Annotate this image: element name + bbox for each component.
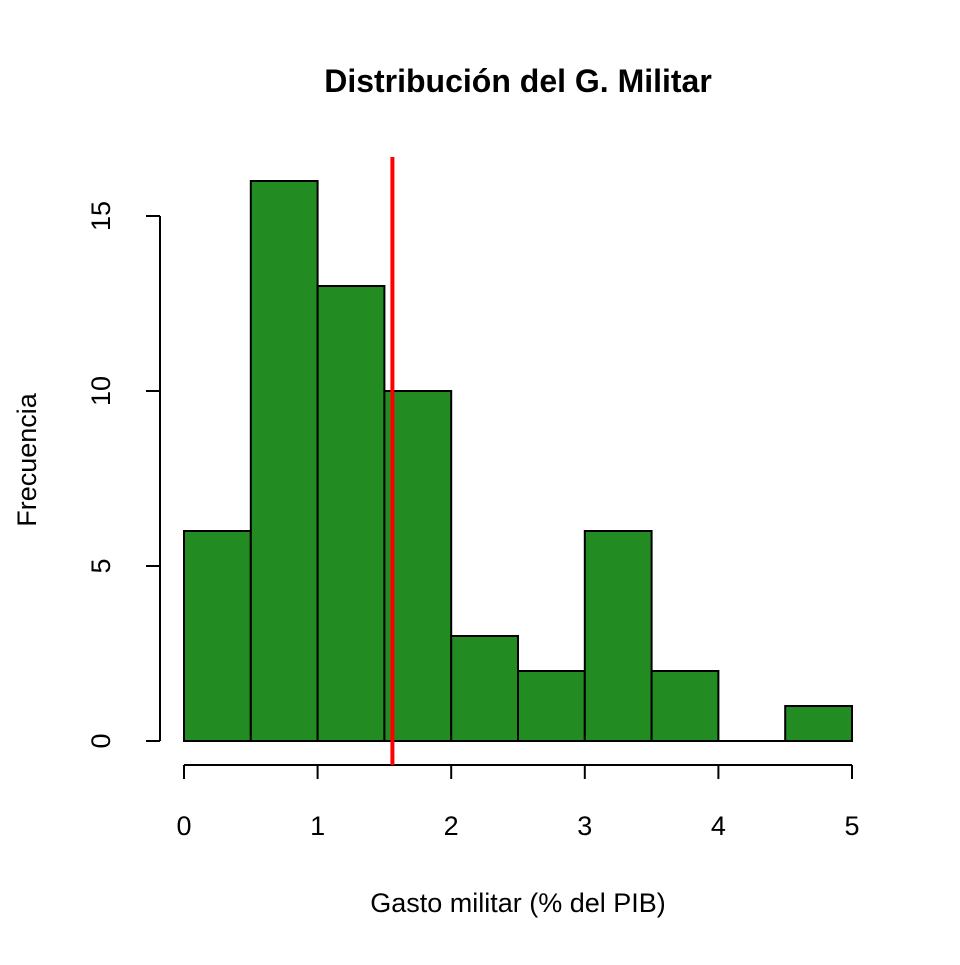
y-tick-label: 15 (86, 201, 116, 231)
histogram-bar (183, 530, 252, 742)
y-axis-label: Frecuencia (12, 392, 42, 527)
histogram-bar (583, 530, 653, 742)
y-axis: 0 5 10 15 (86, 201, 161, 749)
x-tick-label: 5 (844, 811, 859, 841)
histogram-bar (383, 390, 453, 742)
x-tick-label: 3 (577, 811, 592, 841)
histogram-bar (450, 635, 520, 742)
x-tick-label: 0 (176, 811, 191, 841)
x-tick-label: 4 (711, 811, 726, 841)
y-tick-label: 10 (86, 376, 116, 406)
x-axis-label: Gasto militar (% del PIB) (370, 888, 666, 918)
histogram-bar (249, 180, 319, 742)
histogram-bar (650, 670, 720, 742)
histogram-bar (784, 705, 854, 742)
histogram-bar (517, 670, 586, 742)
x-tick-label: 1 (310, 811, 325, 841)
x-tick-label: 2 (444, 811, 459, 841)
chart-title: Distribución del G. Militar (324, 63, 712, 99)
y-tick-label: 5 (86, 558, 116, 573)
x-axis: 0 1 2 3 4 5 (176, 764, 860, 841)
histogram-bar (316, 285, 386, 742)
bars (183, 180, 854, 742)
y-tick-label: 0 (86, 733, 116, 748)
